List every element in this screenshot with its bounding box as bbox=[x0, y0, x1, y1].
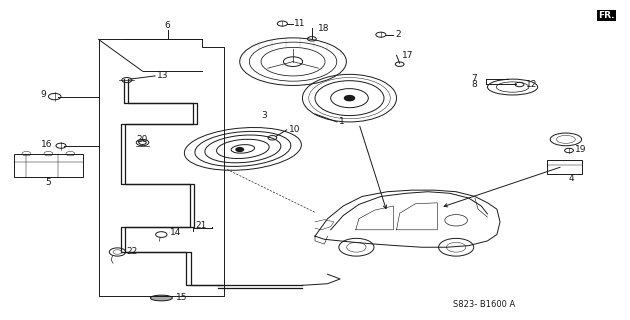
Text: 12: 12 bbox=[526, 80, 537, 89]
Text: FR.: FR. bbox=[598, 11, 615, 20]
Text: 21: 21 bbox=[196, 220, 207, 229]
Text: 22: 22 bbox=[127, 247, 138, 257]
Text: 2: 2 bbox=[395, 30, 401, 39]
Bar bbox=[547, 160, 581, 174]
Text: 19: 19 bbox=[575, 145, 587, 154]
Text: S823- B1600 A: S823- B1600 A bbox=[453, 300, 515, 309]
Text: 6: 6 bbox=[164, 21, 171, 30]
Text: 8: 8 bbox=[471, 80, 477, 89]
Text: 20: 20 bbox=[137, 135, 148, 144]
Text: 18: 18 bbox=[318, 24, 329, 33]
Text: 13: 13 bbox=[157, 71, 168, 80]
Circle shape bbox=[236, 148, 244, 151]
Text: 9: 9 bbox=[41, 91, 47, 100]
Text: 15: 15 bbox=[176, 293, 187, 302]
Text: 14: 14 bbox=[169, 228, 181, 237]
Bar bbox=[14, 154, 83, 178]
Text: 11: 11 bbox=[294, 19, 306, 28]
Circle shape bbox=[345, 96, 355, 101]
Text: 17: 17 bbox=[401, 51, 413, 60]
Text: 3: 3 bbox=[261, 111, 268, 120]
Text: 4: 4 bbox=[568, 174, 574, 183]
Text: 10: 10 bbox=[289, 125, 300, 134]
Text: 5: 5 bbox=[45, 178, 51, 187]
Ellipse shape bbox=[151, 295, 173, 301]
Text: 1: 1 bbox=[339, 117, 345, 126]
Text: 7: 7 bbox=[471, 74, 477, 83]
Text: 16: 16 bbox=[42, 140, 53, 149]
